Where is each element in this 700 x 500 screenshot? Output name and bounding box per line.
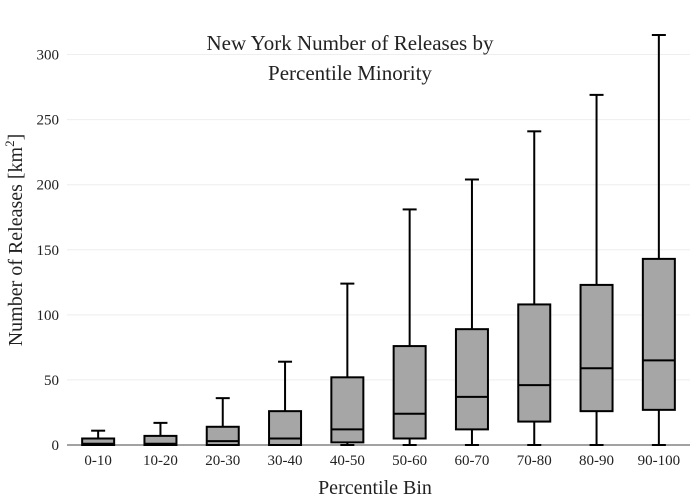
y-tick-label: 300 (37, 48, 60, 64)
box-80-90 (579, 93, 614, 446)
x-tick-label: 50-60 (392, 453, 427, 469)
box-30-40 (268, 360, 303, 447)
box-rect (641, 257, 676, 411)
y-tick-label: 150 (37, 243, 60, 259)
box-rect (392, 345, 427, 440)
y-axis-label-main: Number of Releases [km (5, 146, 27, 346)
x-tick-label: 20-30 (205, 453, 240, 469)
box-20-30 (205, 397, 240, 447)
box-rect (330, 376, 365, 444)
x-tick-label: 70-80 (517, 453, 552, 469)
box-0-10 (81, 429, 116, 447)
box-rect (81, 437, 116, 447)
x-tick-label: 90-100 (638, 453, 681, 469)
box-40-50 (330, 282, 365, 446)
y-tick-label: 250 (37, 113, 60, 129)
y-tick-label: 200 (37, 178, 60, 194)
y-axis-label-superscript: 2 (2, 140, 17, 147)
box-90-100 (641, 34, 676, 446)
x-tick-label: 10-20 (143, 453, 178, 469)
box-rect (143, 434, 178, 446)
chart-title-line-1: New York Number of Releases by (207, 31, 494, 55)
box-10-20 (143, 421, 178, 446)
box-50-60 (392, 208, 427, 446)
x-tick-label: 30-40 (268, 453, 303, 469)
y-tick-label: 50 (44, 373, 59, 389)
y-axis-label-end: ] (5, 134, 27, 141)
y-tick-label: 0 (52, 438, 60, 454)
x-tick-label: 80-90 (579, 453, 614, 469)
box-rect (517, 303, 552, 423)
box-rect (205, 425, 240, 447)
y-tick-label: 100 (37, 308, 60, 324)
x-axis-label: Percentile Bin (318, 477, 432, 499)
x-tick-label: 40-50 (330, 453, 365, 469)
box-rect (454, 328, 489, 431)
chart-title-line-2: Percentile Minority (268, 61, 432, 85)
x-tick-label: 0-10 (84, 453, 112, 469)
x-tick-labels: 0-10 10-20 20-30 30-40 40-50 50-60 60-70 70-80 8… (84, 453, 680, 469)
y-tick-labels: 0 50 100 150 200 250 300 (37, 48, 60, 454)
boxes (81, 34, 676, 447)
box-rect (579, 283, 614, 413)
box-60-70 (454, 178, 489, 446)
x-tick-label: 60-70 (454, 453, 489, 469)
y-axis-label: Number of Releases [km2] (2, 134, 27, 347)
box-70-80 (517, 130, 552, 446)
box-rect (268, 410, 303, 447)
